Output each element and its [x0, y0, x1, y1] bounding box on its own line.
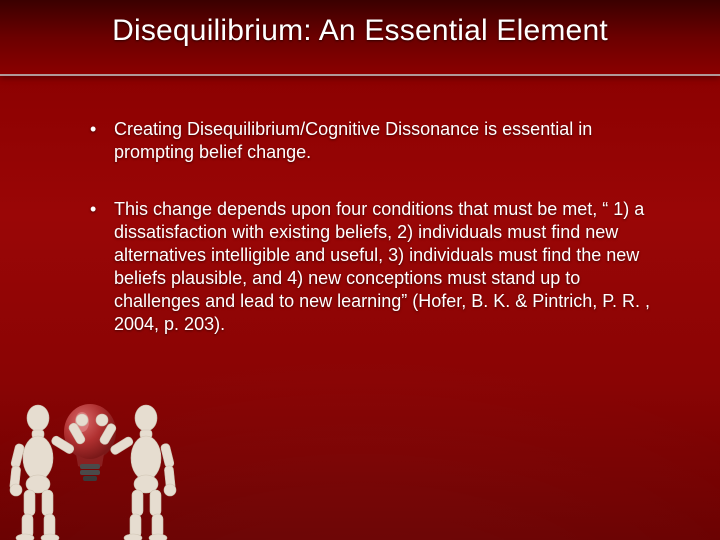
- mannequin-right-icon: [88, 400, 183, 540]
- bullet-list: Creating Disequilibrium/Cognitive Disson…: [88, 118, 660, 336]
- bullet-text: Creating Disequilibrium/Cognitive Disson…: [114, 119, 592, 162]
- content-area: Creating Disequilibrium/Cognitive Disson…: [88, 118, 660, 370]
- bullet-item: Creating Disequilibrium/Cognitive Disson…: [88, 118, 660, 164]
- mannequin-left-icon: [2, 400, 97, 540]
- decorative-figures: [0, 390, 185, 540]
- slide: Disequilibrium: An Essential Element Cre…: [0, 0, 720, 540]
- bullet-text: This change depends upon four conditions…: [114, 199, 650, 334]
- slide-title: Disequilibrium: An Essential Element: [0, 14, 720, 48]
- bullet-item: This change depends upon four conditions…: [88, 198, 660, 336]
